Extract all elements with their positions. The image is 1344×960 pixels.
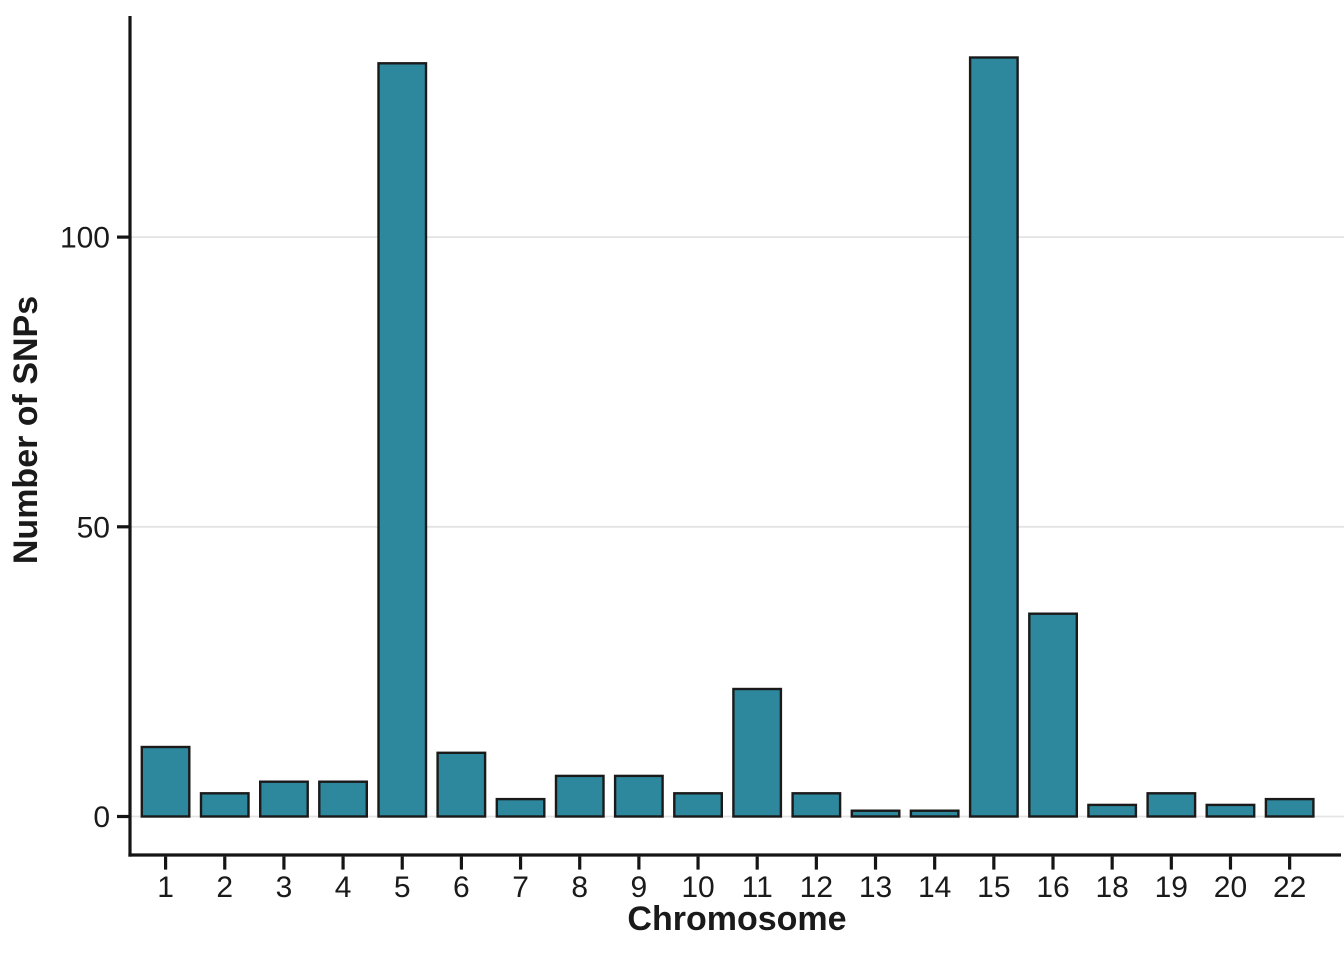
bar-chromosome-15 <box>968 56 1019 818</box>
bar-chromosome-18 <box>1087 803 1138 818</box>
bar-chromosome-20 <box>1205 803 1256 818</box>
x-axis-ticks: 1 2 3 4 5 6 7 8 9 10 11 12 13 14 15 16 18 19 20 22 <box>157 856 1306 904</box>
bar-chromosome-4 <box>318 780 368 818</box>
y-tick-label-100: 100 <box>60 222 110 255</box>
bar-chromosome-22 <box>1264 797 1315 818</box>
x-tick-label-20: 20 <box>1214 871 1247 904</box>
x-tick-label-15: 15 <box>977 871 1010 904</box>
bar-chromosome-1 <box>140 745 191 818</box>
bar-chromosome-16 <box>1028 612 1079 818</box>
x-tick-label-22: 22 <box>1273 871 1306 904</box>
bar-chromosome-8 <box>554 774 605 818</box>
x-tick-label-2: 2 <box>216 871 233 904</box>
bar-chromosome-14 <box>909 809 960 818</box>
x-tick-label-9: 9 <box>631 871 648 904</box>
x-tick-label-4: 4 <box>335 871 352 904</box>
x-tick-label-10: 10 <box>681 871 714 904</box>
x-tick-label-13: 13 <box>859 871 892 904</box>
bar-chromosome-5 <box>377 62 428 818</box>
bar-chromosome-6 <box>436 751 487 818</box>
x-tick-label-7: 7 <box>512 871 529 904</box>
x-tick-label-6: 6 <box>453 871 470 904</box>
x-axis-title: Chromosome <box>627 900 846 938</box>
y-tick-label-50: 50 <box>77 511 110 544</box>
axis-lines <box>128 16 1341 857</box>
x-tick-label-11: 11 <box>742 871 773 904</box>
bar-chromosome-13 <box>850 809 901 818</box>
y-axis-ticks: 0 50 100 <box>60 222 130 834</box>
x-tick-label-16: 16 <box>1036 871 1069 904</box>
bar-chromosome-11 <box>732 687 783 818</box>
bar-chromosome-19 <box>1146 792 1197 818</box>
x-tick-label-8: 8 <box>571 871 588 904</box>
bar-chromosome-3 <box>259 780 309 818</box>
bar-chromosome-7 <box>495 797 546 818</box>
x-tick-label-12: 12 <box>800 871 833 904</box>
bar-series <box>140 56 1315 818</box>
x-tick-label-14: 14 <box>918 871 951 904</box>
y-tick-label-0: 0 <box>93 801 110 834</box>
x-tick-label-18: 18 <box>1095 871 1128 904</box>
y-axis-title: Number of SNPs <box>7 296 45 564</box>
x-tick-label-3: 3 <box>276 871 293 904</box>
x-tick-label-19: 19 <box>1155 871 1188 904</box>
x-tick-label-1: 1 <box>157 871 174 904</box>
x-tick-label-5: 5 <box>394 871 411 904</box>
bar-chromosome-9 <box>613 774 664 818</box>
bar-chromosome-2 <box>199 792 250 818</box>
bar-chromosome-10 <box>673 792 723 818</box>
bar-chromosome-12 <box>791 792 842 818</box>
